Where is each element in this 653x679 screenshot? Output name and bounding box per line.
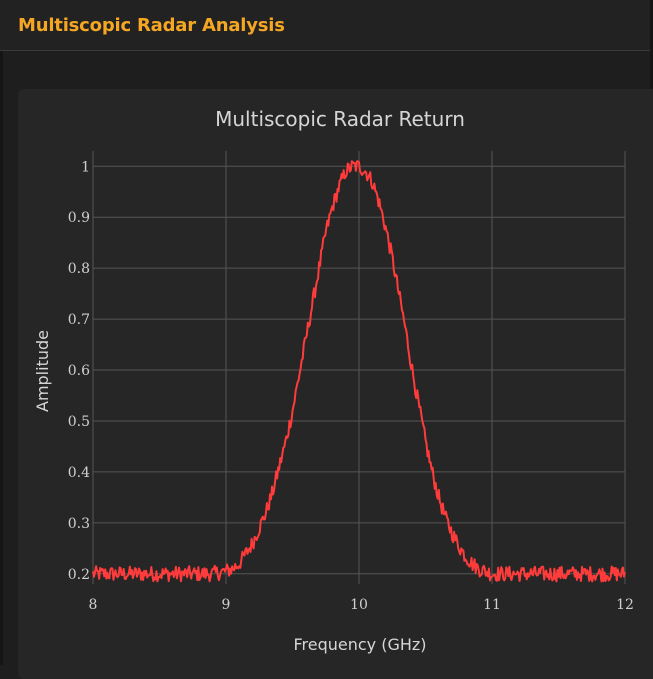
- chart-title: Multiscopic Radar Return: [215, 107, 465, 131]
- left-gutter: [0, 51, 3, 665]
- y-tick-label: 0.9: [68, 210, 90, 226]
- radar-chart: Multiscopic Radar Return 8 9 10 11 12 0.2 0.3 0…: [33, 107, 634, 654]
- y-tick-label: 0.4: [68, 465, 90, 481]
- grid-lines: [92, 151, 626, 584]
- x-tick-label: 11: [483, 597, 501, 613]
- y-tick-label: 0.7: [68, 312, 90, 328]
- y-tick-label: 0.6: [68, 363, 90, 379]
- app-title: Multiscopic Radar Analysis: [18, 15, 285, 36]
- tick-labels: 8 9 10 11 12 0.2 0.3 0.4 0.5 0.6 0.7 0.8 0.9 1: [68, 159, 634, 613]
- y-tick-label: 0.8: [68, 261, 90, 277]
- chart-card: Multiscopic Radar Return 8 9 10 11 12 0.2 0.3 0…: [18, 89, 653, 679]
- plot-area: [92, 160, 626, 583]
- x-tick-label: 8: [89, 597, 98, 613]
- x-tick-label: 9: [222, 597, 231, 613]
- series-line: [92, 160, 626, 583]
- y-tick-label: 1: [81, 159, 90, 175]
- y-tick-label: 0.2: [68, 567, 90, 583]
- app-header: Multiscopic Radar Analysis: [0, 0, 653, 51]
- x-tick-label: 12: [616, 597, 634, 613]
- y-tick-label: 0.3: [68, 516, 90, 532]
- y-tick-label: 0.5: [68, 414, 90, 430]
- x-tick-label: 10: [350, 597, 368, 613]
- x-axis-label: Frequency (GHz): [293, 635, 426, 654]
- y-axis-label: Amplitude: [33, 330, 52, 412]
